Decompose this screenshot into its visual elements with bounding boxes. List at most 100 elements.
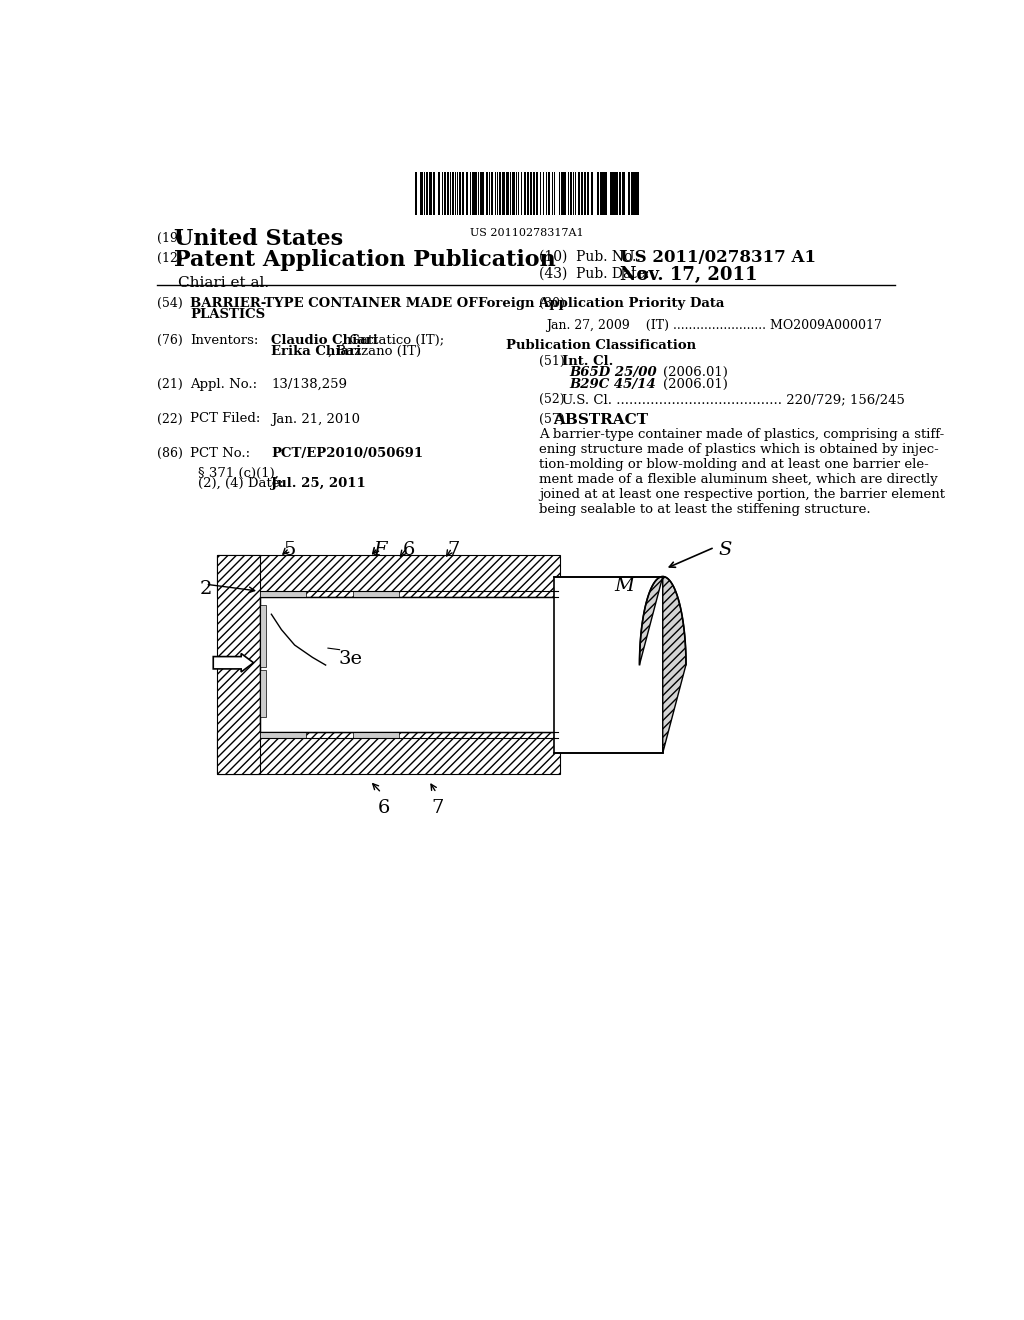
Text: (76): (76) — [158, 334, 183, 347]
Bar — [515, 173, 517, 215]
Bar — [615, 173, 617, 215]
Bar — [537, 173, 538, 215]
Text: S: S — [719, 541, 732, 560]
Text: Erika Chiari: Erika Chiari — [271, 345, 361, 358]
Bar — [432, 173, 435, 215]
Text: (51): (51) — [539, 355, 564, 368]
Text: 7: 7 — [447, 541, 460, 560]
Bar — [462, 173, 464, 215]
Text: A barrier-type container made of plastics, comprising a stiff-
ening structure m: A barrier-type container made of plastic… — [539, 428, 945, 516]
Text: 5: 5 — [283, 541, 295, 560]
Bar — [415, 173, 417, 215]
Bar — [532, 173, 535, 215]
Bar — [472, 173, 474, 215]
Bar — [260, 591, 306, 598]
Bar — [506, 173, 509, 215]
Bar — [521, 173, 522, 215]
Text: F: F — [373, 541, 386, 560]
Text: Foreign Application Priority Data: Foreign Application Priority Data — [477, 297, 724, 310]
Text: (54): (54) — [158, 297, 183, 310]
Bar — [527, 173, 528, 215]
Bar — [623, 173, 625, 215]
Text: 6: 6 — [378, 799, 390, 817]
Bar — [420, 173, 423, 215]
Bar — [597, 173, 599, 215]
Text: Jan. 21, 2010: Jan. 21, 2010 — [271, 412, 360, 425]
Bar — [512, 173, 515, 215]
Bar — [636, 173, 639, 215]
Bar — [429, 173, 432, 215]
Bar — [260, 605, 266, 667]
Bar — [452, 173, 454, 215]
Bar — [466, 173, 468, 215]
Text: (10)  Pub. No.:: (10) Pub. No.: — [539, 249, 641, 263]
Text: PLASTICS: PLASTICS — [190, 308, 265, 321]
Bar — [500, 173, 501, 215]
Bar — [518, 173, 519, 215]
Bar — [543, 173, 544, 215]
Polygon shape — [640, 577, 686, 752]
Bar — [470, 173, 471, 215]
Bar — [481, 173, 483, 215]
Text: (30): (30) — [539, 297, 564, 310]
Text: (2), (4) Date:: (2), (4) Date: — [198, 478, 284, 490]
Bar — [612, 173, 614, 215]
Bar — [492, 173, 493, 215]
Bar — [260, 597, 558, 733]
Text: PCT No.:: PCT No.: — [190, 447, 250, 461]
Bar — [561, 173, 563, 215]
Bar — [459, 173, 461, 215]
Text: (86): (86) — [158, 447, 183, 461]
Bar — [610, 173, 611, 215]
Text: 2: 2 — [200, 579, 212, 598]
Bar — [426, 173, 428, 215]
Bar — [524, 173, 525, 215]
Text: Jul. 25, 2011: Jul. 25, 2011 — [271, 478, 367, 490]
Bar — [352, 733, 399, 738]
Bar — [260, 733, 306, 738]
FancyArrow shape — [213, 653, 254, 672]
Text: (21): (21) — [158, 378, 183, 391]
Text: Chiari et al.: Chiari et al. — [178, 276, 269, 290]
Bar — [564, 173, 566, 215]
Text: (43)  Pub. Date:: (43) Pub. Date: — [539, 267, 649, 280]
Text: United States: United States — [174, 227, 344, 249]
Bar — [584, 173, 586, 215]
Text: Int. Cl.: Int. Cl. — [562, 355, 613, 368]
Bar — [591, 173, 593, 215]
Bar — [540, 173, 541, 215]
Bar — [444, 173, 445, 215]
Text: M: M — [614, 577, 635, 595]
Bar — [438, 173, 440, 215]
Bar — [633, 173, 636, 215]
Bar — [618, 173, 621, 215]
Text: PCT/EP2010/050691: PCT/EP2010/050691 — [271, 447, 424, 461]
Text: 3e: 3e — [339, 649, 362, 668]
Bar — [486, 173, 487, 215]
Text: US 2011/0278317 A1: US 2011/0278317 A1 — [621, 249, 816, 267]
Text: Appl. No.:: Appl. No.: — [190, 378, 257, 391]
Bar — [447, 173, 449, 215]
Text: (12): (12) — [158, 252, 183, 265]
Text: 13/138,259: 13/138,259 — [271, 378, 347, 391]
Bar — [495, 173, 496, 215]
Bar — [497, 173, 499, 215]
Text: BARRIER-TYPE CONTAINER MADE OF: BARRIER-TYPE CONTAINER MADE OF — [190, 297, 477, 310]
Bar — [605, 173, 607, 215]
Bar — [217, 554, 560, 598]
Text: 7: 7 — [432, 799, 444, 817]
Bar — [530, 173, 531, 215]
Text: , Gattatico (IT);: , Gattatico (IT); — [341, 334, 444, 347]
Text: (57): (57) — [539, 412, 564, 425]
Bar — [546, 173, 547, 215]
Text: Jan. 27, 2009    (IT) ........................ MO2009A000017: Jan. 27, 2009 (IT) .....................… — [547, 318, 883, 331]
Text: (22): (22) — [158, 412, 183, 425]
Bar — [602, 173, 604, 215]
Bar — [554, 577, 663, 752]
Text: U.S. Cl. ....................................... 220/729; 156/245: U.S. Cl. ...............................… — [562, 393, 905, 407]
Text: ABSTRACT: ABSTRACT — [553, 412, 648, 426]
Text: B29C 45/14: B29C 45/14 — [569, 378, 656, 391]
Bar — [548, 173, 550, 215]
Bar — [578, 173, 580, 215]
Text: (19): (19) — [158, 231, 183, 244]
